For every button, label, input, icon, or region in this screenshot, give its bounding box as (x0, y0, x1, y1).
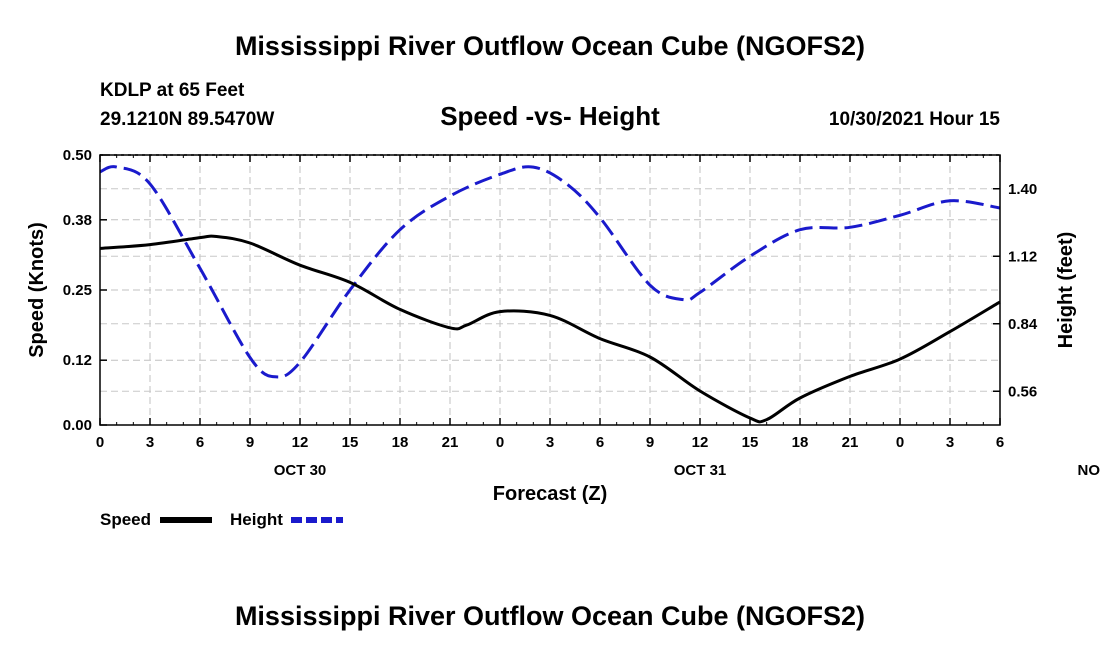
x-tick-label: 18 (392, 434, 409, 451)
x-tick-label: 9 (246, 434, 254, 451)
x-tick-label: 3 (146, 434, 154, 451)
x-tick-label: 9 (646, 434, 654, 451)
footer-title: Mississippi River Outflow Ocean Cube (NG… (235, 601, 865, 631)
height-series-line (99, 165, 1001, 379)
axis-ticks: 0 3 6 9 12 15 18 21 0 3 6 9 12 15 18 21 0 3 6 OCT 30 OCT 31 N… (63, 147, 1100, 479)
x-tick-label: 0 (896, 434, 904, 451)
y-axis-right-label: Height (feet) (1055, 232, 1077, 349)
y-left-tick-label: 0.12 (63, 352, 92, 369)
y-right-tick-label: 1.40 (1008, 181, 1037, 198)
legend-speed-label: Speed (100, 510, 151, 529)
y-right-tick-label: 0.84 (1008, 316, 1038, 333)
x-tick-label: 0 (96, 434, 104, 451)
x-tick-label: 3 (946, 434, 954, 451)
x-tick-label: 6 (596, 434, 604, 451)
y-left-tick-label: 0.00 (63, 417, 92, 434)
x-tick-label: 21 (442, 434, 459, 451)
x-date-label: OCT 31 (674, 462, 727, 479)
page-title: Mississippi River Outflow Ocean Cube (NG… (235, 31, 865, 61)
x-tick-label: 15 (342, 434, 359, 451)
grid-lines (100, 155, 1000, 425)
station-name: KDLP at 65 Feet (100, 80, 245, 101)
y-axis-left-label: Speed (Knots) (26, 222, 48, 358)
x-tick-label: 3 (546, 434, 554, 451)
x-tick-label: 15 (742, 434, 759, 451)
x-axis-label: Forecast (Z) (493, 483, 607, 505)
x-tick-label: 18 (792, 434, 809, 451)
x-tick-label: 6 (196, 434, 204, 451)
legend: Speed Height (100, 510, 343, 529)
y-right-tick-label: 0.56 (1008, 383, 1037, 400)
station-coords: 29.1210N 89.5470W (100, 109, 274, 130)
y-left-tick-label: 0.38 (63, 212, 92, 229)
legend-height-label: Height (230, 510, 283, 529)
x-date-label: NOV 1 (1077, 462, 1100, 479)
series-lines (99, 165, 1001, 424)
chart-subtitle: Speed -vs- Height (440, 101, 660, 131)
x-tick-label: 0 (496, 434, 504, 451)
x-tick-label: 12 (692, 434, 709, 451)
forecast-datetime: 10/30/2021 Hour 15 (829, 109, 1001, 130)
y-right-tick-label: 1.12 (1008, 248, 1037, 265)
speed-series-line (99, 234, 1001, 424)
x-tick-label: 6 (996, 434, 1004, 451)
y-left-tick-label: 0.25 (63, 282, 92, 299)
x-tick-label: 21 (842, 434, 859, 451)
x-date-label: OCT 30 (274, 462, 327, 479)
y-left-tick-label: 0.50 (63, 147, 92, 164)
x-tick-label: 12 (292, 434, 309, 451)
